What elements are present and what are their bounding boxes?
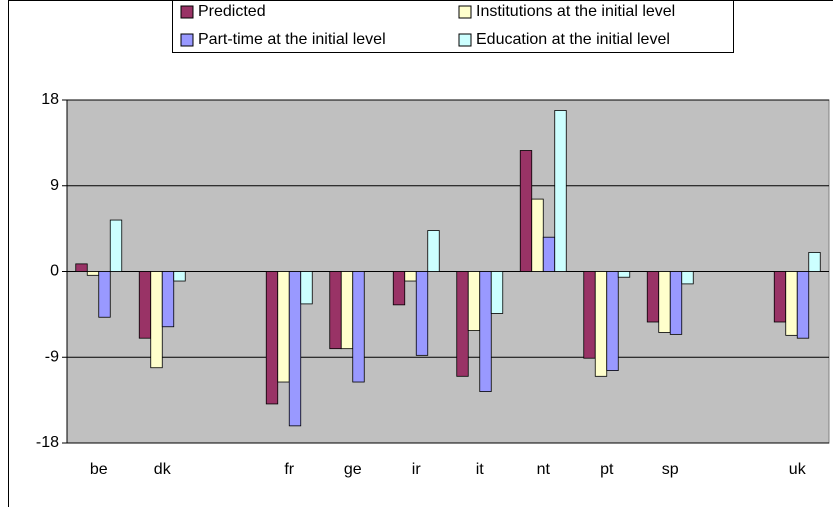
bar bbox=[479, 271, 492, 392]
bar bbox=[606, 271, 619, 371]
bar bbox=[109, 219, 123, 272]
bar bbox=[658, 271, 671, 333]
bar bbox=[785, 271, 798, 336]
bar bbox=[138, 271, 152, 339]
legend-swatch bbox=[458, 5, 472, 19]
legend-label: Part-time at the initial level bbox=[198, 31, 386, 48]
bar bbox=[519, 150, 533, 272]
bar bbox=[415, 271, 429, 356]
x-tick-label: ge bbox=[344, 461, 362, 478]
bar bbox=[265, 271, 279, 405]
x-tick-label: pt bbox=[600, 461, 614, 478]
bar bbox=[352, 271, 365, 383]
legend-label: Education at the initial level bbox=[476, 31, 670, 48]
bar bbox=[288, 271, 302, 427]
legend-swatch bbox=[180, 33, 194, 47]
bar bbox=[75, 263, 88, 272]
y-tick-label: -18 bbox=[36, 434, 59, 451]
y-tick-label: 0 bbox=[50, 263, 59, 280]
bar bbox=[808, 252, 821, 272]
bar bbox=[404, 271, 417, 282]
bar bbox=[594, 271, 608, 377]
legend-label: Predicted bbox=[198, 3, 266, 20]
bar bbox=[583, 271, 596, 359]
y-tick-label: 18 bbox=[41, 91, 59, 108]
x-tick-label: nt bbox=[537, 461, 551, 478]
bar bbox=[340, 271, 354, 350]
bar bbox=[531, 198, 544, 272]
bar bbox=[456, 271, 469, 377]
y-tick-label: -9 bbox=[45, 348, 59, 365]
x-tick-label: sp bbox=[662, 461, 679, 478]
bar bbox=[646, 271, 660, 323]
bar bbox=[773, 271, 787, 323]
x-tick-label: fr bbox=[284, 461, 294, 478]
bar bbox=[98, 271, 111, 318]
bar bbox=[427, 230, 440, 272]
bar bbox=[86, 271, 100, 276]
bar bbox=[300, 271, 313, 305]
bar bbox=[681, 271, 694, 285]
x-tick-label: it bbox=[476, 461, 485, 478]
bar bbox=[542, 236, 556, 272]
bar bbox=[173, 271, 186, 282]
bar bbox=[392, 271, 406, 306]
bar bbox=[490, 271, 504, 314]
bar bbox=[277, 271, 290, 383]
bar bbox=[467, 271, 481, 331]
bar bbox=[617, 271, 631, 278]
x-tick-label: be bbox=[90, 461, 108, 478]
legend-box bbox=[172, 0, 734, 53]
bar bbox=[150, 271, 163, 369]
legend-label: Institutions at the initial level bbox=[476, 3, 675, 20]
bar bbox=[796, 271, 810, 339]
legend-swatch bbox=[458, 33, 472, 47]
legend-swatch bbox=[180, 5, 194, 19]
bar bbox=[554, 110, 567, 272]
x-tick-label: dk bbox=[154, 461, 172, 478]
y-tick-label: 9 bbox=[50, 177, 59, 194]
x-tick-label: ir bbox=[412, 461, 422, 478]
bar bbox=[669, 271, 683, 335]
bar bbox=[329, 271, 342, 350]
x-tick-label: uk bbox=[789, 461, 807, 478]
bar bbox=[161, 271, 175, 328]
